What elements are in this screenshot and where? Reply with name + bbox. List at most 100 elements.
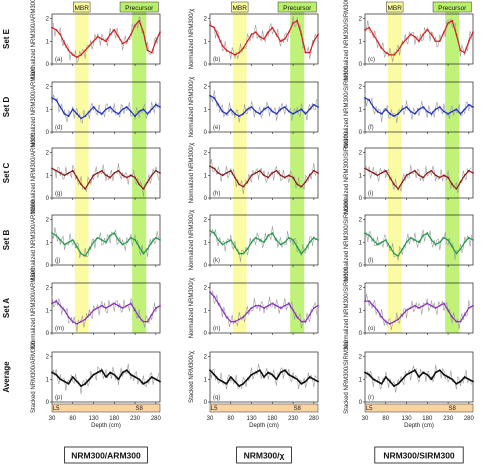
data-point	[92, 241, 95, 244]
data-point	[125, 106, 128, 108]
data-point	[426, 232, 429, 235]
y-axis-label: Normalized NRM300/χ	[189, 142, 195, 203]
data-point	[292, 309, 294, 312]
data-point	[292, 239, 294, 241]
data-point	[380, 47, 383, 49]
data-point	[84, 318, 87, 321]
data-point	[401, 181, 404, 183]
data-point	[59, 378, 62, 381]
data-point	[438, 40, 441, 43]
data-point	[105, 174, 107, 177]
data-point	[117, 378, 120, 381]
data-point	[221, 380, 224, 383]
data-point	[372, 378, 375, 381]
data-point	[288, 174, 290, 177]
y-tick-label: 2	[359, 151, 363, 157]
data-point	[84, 49, 87, 52]
data-point	[138, 245, 141, 248]
data-point	[238, 115, 240, 117]
data-point	[51, 26, 53, 29]
column-footer-label: NRM300/χ	[244, 451, 285, 461]
stage-label: L5	[53, 406, 60, 412]
data-point	[84, 382, 87, 385]
data-point	[258, 369, 261, 372]
data-point	[121, 371, 124, 374]
data-point	[389, 112, 391, 115]
data-point	[154, 40, 157, 43]
data-point	[117, 304, 120, 307]
data-point	[142, 382, 145, 385]
data-point	[67, 316, 70, 318]
y-tick-label: 1	[359, 240, 363, 246]
data-point	[242, 47, 245, 49]
column-footer-box	[64, 446, 148, 464]
data-point	[292, 376, 294, 378]
data-point	[250, 33, 253, 36]
data-point	[312, 40, 315, 43]
data-point	[405, 174, 408, 177]
x-tick-label: 180	[109, 416, 120, 422]
y-tick-label: 1	[46, 377, 50, 383]
data-point	[296, 316, 299, 318]
data-point	[225, 382, 228, 385]
data-point	[242, 252, 245, 255]
data-point	[263, 307, 265, 309]
data-point	[308, 51, 311, 54]
highlight-label-mbr: MBR	[74, 5, 89, 12]
row-label: Set B	[2, 230, 11, 251]
data-point	[229, 51, 232, 54]
data-point	[300, 252, 303, 255]
data-point	[246, 378, 249, 381]
data-point	[221, 309, 224, 312]
data-point	[238, 385, 240, 387]
data-point	[142, 31, 145, 34]
data-point	[397, 318, 400, 321]
data-point	[221, 243, 224, 246]
data-point	[234, 112, 236, 115]
data-point	[312, 378, 315, 381]
y-tick-label: 1	[46, 308, 50, 314]
data-point	[55, 99, 58, 102]
data-point	[376, 110, 379, 113]
y-tick-label: 1	[204, 107, 208, 113]
y-tick-label: 0	[204, 130, 208, 136]
data-point	[308, 241, 311, 244]
data-point	[447, 309, 449, 312]
data-point	[267, 31, 270, 34]
highlight-band-precursor	[290, 12, 305, 333]
stage-label: S8	[136, 406, 144, 412]
data-point	[418, 307, 420, 309]
data-point	[434, 174, 437, 177]
data-point	[443, 302, 445, 305]
data-point	[380, 112, 383, 115]
data-point	[55, 300, 58, 303]
data-point	[88, 110, 91, 113]
y-axis-label: Normalized NRM300/SIRM300	[344, 198, 350, 281]
data-point	[217, 378, 220, 381]
y-tick-label: 0	[46, 196, 50, 202]
data-point	[154, 378, 157, 381]
data-point	[312, 236, 315, 239]
data-point	[459, 248, 462, 250]
data-point	[229, 169, 232, 172]
data-point	[393, 115, 395, 117]
data-point	[422, 371, 425, 374]
data-point	[76, 323, 78, 325]
y-tick-label: 0	[359, 263, 363, 269]
data-point	[434, 307, 437, 309]
y-tick-label: 1	[204, 377, 208, 383]
data-point	[317, 106, 319, 108]
data-point	[467, 40, 470, 43]
data-point	[209, 369, 211, 372]
data-point	[405, 373, 408, 376]
x-axis-label: Depth (cm)	[404, 423, 434, 429]
panel-frame-c	[364, 13, 474, 65]
data-point	[267, 176, 270, 179]
data-point	[254, 371, 257, 374]
data-point	[443, 110, 445, 113]
data-point	[393, 385, 395, 387]
data-point	[234, 54, 236, 56]
highlight-label-box	[73, 1, 91, 13]
data-point	[380, 241, 383, 244]
data-point	[59, 172, 62, 174]
